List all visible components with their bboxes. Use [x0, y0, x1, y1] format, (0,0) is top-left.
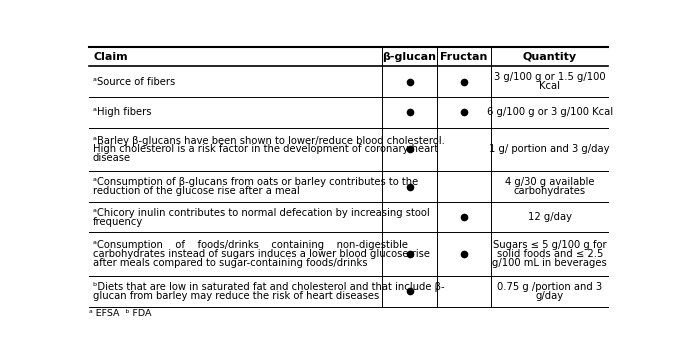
Text: 1 g/ portion and 3 g/day: 1 g/ portion and 3 g/day — [490, 144, 610, 154]
Text: reduction of the glucose rise after a meal: reduction of the glucose rise after a me… — [92, 186, 299, 196]
Text: carbohydrates instead of sugars induces a lower blood glucose rise: carbohydrates instead of sugars induces … — [92, 249, 430, 259]
Text: after meals compared to sugar-containing foods/drinks: after meals compared to sugar-containing… — [92, 258, 367, 268]
Text: 3 g/100 g or 1.5 g/100: 3 g/100 g or 1.5 g/100 — [494, 72, 605, 82]
Text: ᵃChicory inulin contributes to normal defecation by increasing stool: ᵃChicory inulin contributes to normal de… — [92, 208, 429, 218]
Text: disease: disease — [92, 153, 131, 163]
Text: g/100 mL in beverages: g/100 mL in beverages — [492, 258, 607, 268]
Text: frequency: frequency — [92, 217, 143, 227]
Text: solid foods and ≤ 2.5: solid foods and ≤ 2.5 — [496, 249, 603, 259]
Text: Quantity: Quantity — [523, 52, 577, 62]
Text: β-glucan: β-glucan — [383, 52, 437, 62]
Text: 6 g/100 g or 3 g/100 Kcal: 6 g/100 g or 3 g/100 Kcal — [487, 107, 613, 117]
Text: ᵃ EFSA  ᵇ FDA: ᵃ EFSA ᵇ FDA — [89, 309, 152, 318]
Text: Sugars ≤ 5 g/100 g for: Sugars ≤ 5 g/100 g for — [493, 240, 607, 250]
Text: ᵃSource of fibers: ᵃSource of fibers — [92, 77, 175, 87]
Text: High cholesterol is a risk factor in the development of coronary heart: High cholesterol is a risk factor in the… — [92, 144, 438, 154]
Text: carbohydrates: carbohydrates — [513, 186, 585, 196]
Text: Kcal: Kcal — [539, 81, 560, 91]
Text: ᵃConsumption    of    foods/drinks    containing    non-digestible: ᵃConsumption of foods/drinks containing … — [92, 240, 407, 250]
Text: ᵇDiets that are low in saturated fat and cholesterol and that include β-: ᵇDiets that are low in saturated fat and… — [92, 282, 444, 292]
Text: Claim: Claim — [93, 52, 128, 62]
Text: 12 g/day: 12 g/day — [528, 212, 572, 222]
Text: 0.75 g /portion and 3: 0.75 g /portion and 3 — [497, 282, 602, 292]
Text: ᵃBarley β-glucans have been shown to lower/reduce blood cholesterol.: ᵃBarley β-glucans have been shown to low… — [92, 136, 445, 146]
Text: g/day: g/day — [536, 291, 564, 301]
Text: glucan from barley may reduce the risk of heart diseases: glucan from barley may reduce the risk o… — [92, 291, 379, 301]
Text: Fructan: Fructan — [441, 52, 488, 62]
Text: ᵃHigh fibers: ᵃHigh fibers — [92, 107, 151, 117]
Text: ᵃConsumption of β-glucans from oats or barley contributes to the: ᵃConsumption of β-glucans from oats or b… — [92, 177, 418, 187]
Text: 4 g/30 g available: 4 g/30 g available — [505, 177, 594, 187]
